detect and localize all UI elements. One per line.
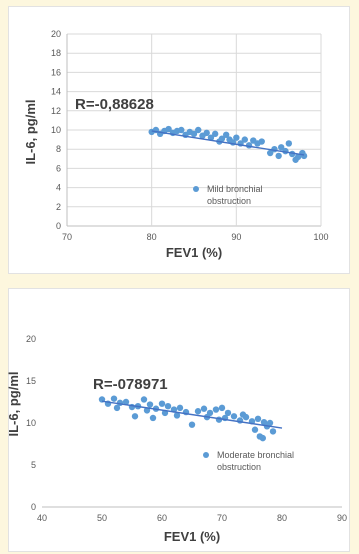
chart-1-x-tick-label: 100 [313,232,328,242]
chart-2-x-axis-label: FEV1 (%) [164,529,220,544]
chart-1-y-tick-label: 18 [51,48,61,58]
chart-1-y-tick-label: 6 [56,163,61,173]
chart-1-data-point [300,152,308,160]
chart-1-y-tick-label: 20 [51,29,61,39]
chart-1-x-tick-label: 70 [62,232,72,242]
chart-2-data-point [158,400,166,407]
chart-1-data-point [211,130,219,138]
chart-1-data-point [207,134,215,141]
chart-1-legend-label: Mild bronchial [207,184,263,194]
chart-1-y-tick-label: 2 [56,202,61,212]
chart-2-trendline [101,400,283,429]
chart-1-data-point [267,149,274,157]
chart-1-data-point [258,138,265,145]
chart-2-data-point [173,412,181,419]
chart-2-data-point [149,414,157,422]
chart-2-r-annotation: R=-078971 [93,376,168,393]
chart-1-data-point [178,126,185,134]
chart-2-data-point [259,434,266,442]
chart-1-y-tick-label: 12 [51,106,61,116]
chart-1-x-axis-label: FEV1 (%) [166,245,222,260]
chart-1-data-point [218,135,226,142]
chart-1-data-point [285,140,293,147]
chart-1-legend-label: obstruction [207,196,251,206]
chart-2-data-point [206,409,214,417]
chart-1-y-tick-label: 4 [56,183,61,193]
chart-2-y-tick-label: 5 [31,460,36,470]
chart-2-svg: 0 5 10 15 20 40 50 60 70 80 90 IL-6, pg/ml FEV1 (%) M… [6,334,347,544]
chart-1-data-point [195,126,202,134]
chart-1-y-tick-label: 10 [51,125,61,135]
chart-2-data-point [242,413,250,421]
chart-2-y-tick-label: 20 [26,334,36,344]
chart-1-data-point [271,146,278,153]
chart-2-data-point [140,396,148,403]
chart-2-data-point [266,419,274,427]
chart-2-data-point [122,398,130,406]
chart-1-data-point [294,153,302,161]
chart-1-r-annotation: R=-0,88628 [75,96,154,113]
chart-1-data-point [233,134,240,141]
chart-1-x-tick-label: 90 [231,232,241,242]
chart-2-data-point [269,428,277,435]
chart-2-data-point [218,404,226,412]
chart-2-data-point [146,401,154,408]
chart-panel-1: 0 2 4 6 8 10 12 14 16 18 20 70 80 90 100 IL-6, pg/ml FEV… [8,6,350,274]
chart-1-data-point [203,129,210,137]
chart-1-data-point [222,131,230,138]
chart-2-y-tick-label: 15 [26,376,36,386]
chart-2-x-tick-label: 40 [37,513,47,523]
chart-1-data-point [190,130,198,138]
chart-2-data-point [212,406,220,413]
chart-1-data-point [241,136,248,143]
chart-1-x-tick-label: 80 [147,232,157,242]
chart-1-data-point [275,152,282,160]
chart-2-legend-label: Moderate bronchial [217,450,294,460]
chart-1-legend-marker [193,186,199,192]
chart-2-data-point [113,404,121,412]
chart-2-data-point [188,421,196,428]
chart-1-data-point [278,144,285,151]
chart-2-x-tick-label: 60 [157,513,167,523]
chart-2-x-tick-label: 50 [97,513,107,523]
chart-2-data-point [176,404,184,412]
chart-1-trendline [151,130,305,156]
chart-2-data-point [131,413,139,420]
chart-2-data-point [200,405,208,412]
chart-1-y-axis-label: IL-6, pg/ml [23,100,38,165]
chart-2-y-tick-label: 0 [31,502,36,512]
chart-1-y-tick-label: 14 [51,87,61,97]
chart-2-y-axis-label: IL-6, pg/ml [6,372,21,437]
chart-1-y-tick-label: 8 [56,144,61,154]
chart-1-svg: 0 2 4 6 8 10 12 14 16 18 20 70 80 90 100 IL-6, pg/ml FEV… [23,29,329,260]
chart-2-x-tick-label: 70 [217,513,227,523]
chart-1-y-tick-label: 16 [51,67,61,77]
chart-2-x-tick-label: 80 [277,513,287,523]
chart-2-legend-marker [203,452,209,458]
chart-1-y-tick-label: 0 [56,221,61,231]
chart-2-data-point [251,426,259,433]
chart-2-data-point [164,403,172,410]
chart-1-data-point [165,125,172,133]
chart-2-data-point [254,415,262,422]
chart-2-x-tick-label: 90 [337,513,347,523]
chart-2-data-point [224,409,232,417]
chart-2-data-point [230,413,238,420]
chart-2-y-tick-label: 10 [26,418,36,428]
chart-2-data-point [194,408,202,415]
chart-panel-2: 0 5 10 15 20 40 50 60 70 80 90 IL-6, pg/ml FEV1 (%) M… [6,288,350,552]
chart-2-legend-label: obstruction [217,462,261,472]
chart-2-data-point [110,395,118,402]
